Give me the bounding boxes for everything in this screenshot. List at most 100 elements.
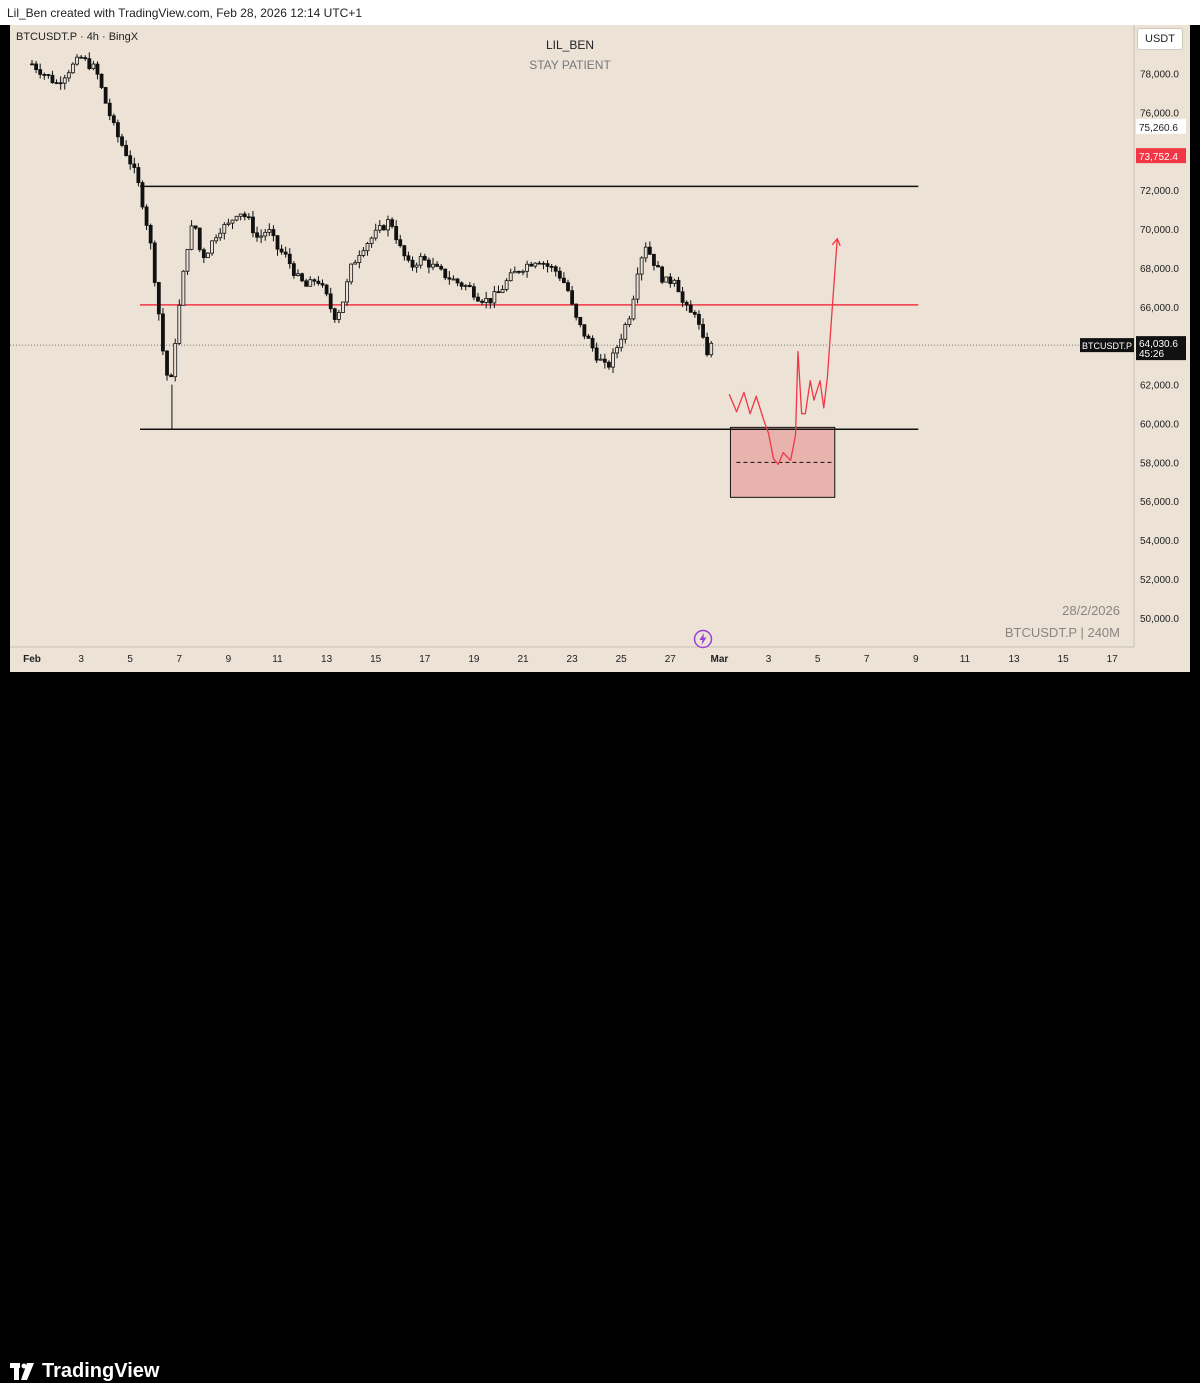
candle-down: [582, 324, 587, 337]
candle-up: [623, 324, 628, 340]
candle-up: [210, 240, 214, 254]
candle-down: [566, 282, 570, 292]
candle-down: [701, 324, 705, 338]
candle-down: [688, 304, 693, 313]
candle-down: [144, 206, 149, 226]
chart-svg[interactable]: 50,000.0 52,000.0 54,000.0 56,000.0 58,000.0…: [10, 25, 1190, 672]
candle-down: [562, 277, 566, 284]
y-tick-label: 70,000.0: [1140, 225, 1179, 236]
x-tick-label: Feb: [23, 654, 41, 665]
y-tick-label: 66,000.0: [1140, 303, 1179, 314]
price-label: 75,260.6: [1139, 123, 1178, 134]
candle-down: [459, 282, 464, 287]
candle-up: [709, 342, 714, 356]
symbol-tag: BTCUSDT.P: [1082, 341, 1132, 351]
symbol-label[interactable]: BTCUSDT.P · 4h · BingX: [16, 31, 139, 43]
candle-up: [361, 250, 366, 256]
candle-down: [132, 163, 137, 168]
candle-down: [136, 167, 141, 184]
candle-down: [443, 268, 448, 279]
candle-down: [676, 279, 681, 293]
current-price-label: 64,030.6: [1139, 339, 1178, 350]
x-tick-label: 13: [321, 654, 333, 665]
candle-down: [594, 347, 599, 361]
x-tick-label: 15: [1058, 654, 1070, 665]
y-tick-label: 50,000.0: [1140, 614, 1179, 625]
candle-up: [66, 72, 71, 79]
candle-up: [91, 63, 96, 70]
candle-down: [660, 266, 665, 283]
candle-down: [58, 82, 63, 85]
candle-up: [185, 248, 190, 272]
chart-area[interactable]: 50,000.0 52,000.0 54,000.0 56,000.0 58,000.0…: [10, 25, 1190, 672]
candle-down: [30, 63, 34, 66]
x-tick-label: 23: [567, 654, 579, 665]
candle-down: [128, 155, 133, 165]
candle-down: [435, 263, 439, 267]
candle-down: [275, 235, 280, 250]
tradingview-logo[interactable]: TradingView: [10, 1360, 159, 1383]
candle-down: [680, 291, 685, 303]
currency-button[interactable]: USDT: [1137, 28, 1183, 50]
x-tick-label: 13: [1008, 654, 1020, 665]
candle-up: [512, 270, 517, 274]
candle-up: [226, 222, 231, 225]
y-tick-label: 76,000.0: [1140, 108, 1179, 119]
candle-down: [692, 311, 697, 315]
top-bar: Lil_Ben created with TradingView.com, Fe…: [0, 0, 1200, 25]
candle-up: [345, 281, 349, 303]
candle-down: [46, 74, 51, 76]
candle-down: [320, 283, 325, 286]
candle-down: [161, 313, 165, 352]
candle-up: [357, 254, 362, 263]
candle-down: [116, 122, 120, 138]
tradingview-brand: TradingView: [42, 1360, 160, 1382]
x-tick-label: 17: [1107, 654, 1119, 665]
candle-up: [263, 231, 268, 237]
candle-up: [504, 280, 509, 290]
candle-down: [517, 270, 521, 273]
candle-up: [463, 285, 468, 287]
candle-down: [300, 273, 304, 282]
watermark-symbol: BTCUSDT.P | 240M: [1004, 625, 1120, 640]
candle-up: [611, 352, 615, 368]
y-tick-label: 60,000.0: [1140, 419, 1179, 430]
candle-down: [165, 350, 169, 376]
x-tick-label: 9: [226, 654, 232, 665]
lightning-icon[interactable]: [693, 629, 713, 649]
x-tick-label: 3: [78, 654, 84, 665]
candle-down: [197, 227, 202, 251]
candle-up: [508, 272, 513, 282]
candle-down: [83, 57, 88, 60]
price-label-bg-red: [1136, 148, 1186, 164]
candle-up: [234, 215, 239, 221]
candle-up: [451, 278, 456, 281]
candle-up: [377, 225, 382, 231]
candle-down: [455, 278, 460, 284]
candle-down: [287, 253, 292, 265]
candle-down: [537, 262, 542, 265]
candle-up: [189, 225, 194, 250]
x-tick-label: 11: [272, 654, 283, 665]
candle-up: [533, 262, 538, 267]
candle-down: [402, 245, 407, 257]
y-tick-label: 56,000.0: [1140, 497, 1179, 508]
candle-down: [246, 216, 251, 219]
candle-down: [410, 259, 415, 268]
x-tick-label: 21: [517, 654, 529, 665]
candle-down: [471, 286, 476, 298]
candle-up: [181, 270, 186, 306]
y-tick-label: 78,000.0: [1140, 70, 1179, 81]
candle-down: [324, 284, 329, 295]
candle-down: [50, 74, 55, 84]
candle-down: [87, 58, 92, 70]
x-tick-label: 11: [960, 654, 971, 665]
candle-down: [439, 265, 444, 270]
candle-up: [615, 347, 620, 354]
chart-title: LIL_BEN: [545, 38, 595, 52]
candle-down: [140, 182, 145, 208]
candle-down: [279, 248, 284, 253]
candle-down: [152, 242, 157, 283]
candle-down: [312, 279, 317, 282]
candle-down: [394, 226, 399, 241]
